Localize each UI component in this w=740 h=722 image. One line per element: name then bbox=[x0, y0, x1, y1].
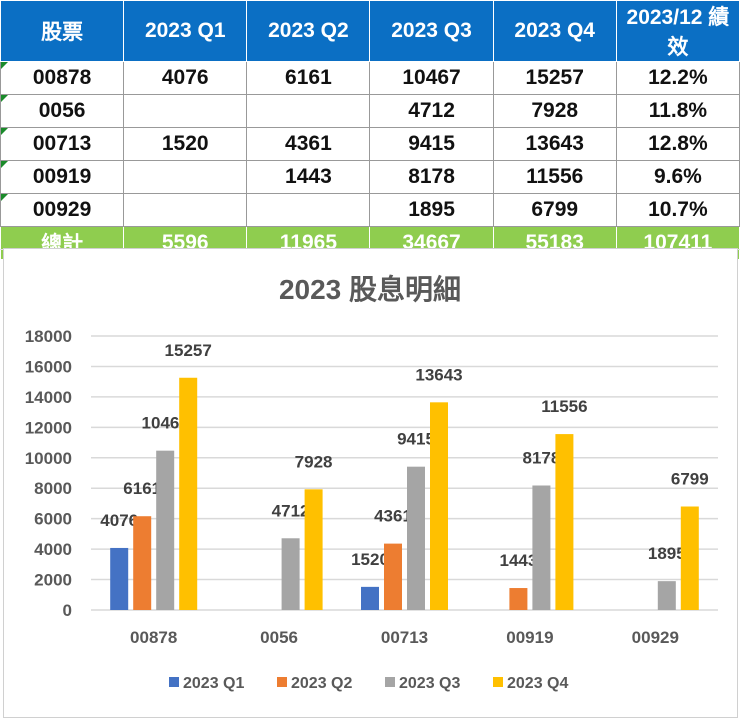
bar-2023-q4 bbox=[555, 434, 574, 610]
table-cell[interactable]: 12.8% bbox=[615, 127, 740, 161]
table-cell[interactable]: 11.8% bbox=[615, 94, 740, 128]
table-cell[interactable]: 6799 bbox=[492, 193, 617, 227]
column-header[interactable]: 股票 bbox=[0, 0, 125, 62]
table-cell[interactable] bbox=[123, 193, 248, 227]
bar-2023-q4 bbox=[304, 489, 323, 610]
bar-2023-q1 bbox=[110, 547, 129, 610]
x-tick-label: 00919 bbox=[506, 628, 553, 647]
bar-2023-q2 bbox=[384, 543, 402, 610]
data-label: 4712 bbox=[272, 501, 310, 520]
legend-label: 2023 Q4 bbox=[507, 675, 568, 692]
bar-2023-q2 bbox=[509, 588, 528, 610]
data-label: 9415 bbox=[397, 430, 435, 449]
table-row: 0056 4712 7928 11.8% bbox=[0, 94, 740, 128]
bar-2023-q4 bbox=[179, 377, 198, 610]
column-header[interactable]: 2023/12 績效 bbox=[615, 0, 740, 62]
data-label: 4361 bbox=[374, 507, 412, 526]
table-cell[interactable]: 00919 bbox=[0, 160, 125, 194]
x-tick-label: 00878 bbox=[130, 628, 177, 647]
bar-2023-q4 bbox=[680, 506, 699, 610]
data-label: 13643 bbox=[415, 365, 462, 384]
legend-swatch bbox=[277, 677, 287, 687]
table-cell[interactable]: 00929 bbox=[0, 193, 125, 227]
data-label: 8178 bbox=[522, 449, 560, 468]
bar-2023-q3 bbox=[532, 485, 551, 610]
bar-2023-q4 bbox=[430, 402, 448, 610]
table-cell[interactable]: 13643 bbox=[492, 127, 617, 161]
table-cell[interactable]: 7928 bbox=[492, 94, 617, 128]
y-tick-label: 10000 bbox=[25, 449, 72, 468]
column-header[interactable]: 2023 Q2 bbox=[246, 0, 371, 62]
table-row: 00919 1443 8178 11556 9.6% bbox=[0, 160, 740, 194]
table-cell[interactable]: 9.6% bbox=[615, 160, 740, 194]
column-header[interactable]: 2023 Q3 bbox=[369, 0, 494, 62]
column-header[interactable]: 2023 Q4 bbox=[492, 0, 617, 62]
y-tick-label: 16000 bbox=[25, 357, 72, 376]
table-cell[interactable] bbox=[246, 193, 371, 227]
legend-label: 2023 Q2 bbox=[291, 675, 352, 692]
table-row: 00713 1520 4361 9415 13643 12.8% bbox=[0, 127, 740, 161]
chart-title: 2023 股息明細 bbox=[279, 273, 461, 305]
table-cell[interactable]: 1895 bbox=[369, 193, 494, 227]
data-label: 15257 bbox=[165, 341, 212, 360]
data-label: 6161 bbox=[123, 479, 161, 498]
table-cell[interactable]: 9415 bbox=[369, 127, 494, 161]
table-cell[interactable]: 8178 bbox=[369, 160, 494, 194]
legend-swatch bbox=[493, 677, 503, 687]
table-cell[interactable]: 11556 bbox=[492, 160, 617, 194]
bar-2023-q3 bbox=[156, 450, 175, 610]
table-row: 00929 1895 6799 10.7% bbox=[0, 193, 740, 227]
y-tick-label: 4000 bbox=[34, 540, 72, 559]
table-cell[interactable]: 4361 bbox=[246, 127, 371, 161]
empty-sheet-row bbox=[0, 229, 740, 250]
data-label: 10467 bbox=[142, 414, 189, 433]
legend-label: 2023 Q3 bbox=[399, 675, 460, 692]
y-tick-label: 12000 bbox=[25, 418, 72, 437]
table-cell[interactable] bbox=[123, 94, 248, 128]
table-cell[interactable]: 4076 bbox=[123, 61, 248, 95]
legend-label: 2023 Q1 bbox=[183, 675, 244, 692]
data-label: 1895 bbox=[648, 544, 686, 563]
y-tick-label: 6000 bbox=[34, 510, 72, 529]
data-label: 1520 bbox=[351, 550, 389, 569]
y-tick-label: 14000 bbox=[25, 388, 72, 407]
data-label: 6799 bbox=[671, 470, 709, 489]
table-cell[interactable]: 1443 bbox=[246, 160, 371, 194]
table-cell[interactable]: 10.7% bbox=[615, 193, 740, 227]
table-cell[interactable]: 0056 bbox=[0, 94, 125, 128]
x-tick-label: 00713 bbox=[381, 628, 428, 647]
table-cell[interactable]: 00713 bbox=[0, 127, 125, 161]
y-tick-label: 18000 bbox=[25, 327, 72, 346]
table-cell[interactable]: 00878 bbox=[0, 61, 125, 95]
column-header[interactable]: 2023 Q1 bbox=[123, 0, 248, 62]
bar-2023-q3 bbox=[281, 538, 300, 610]
legend-swatch bbox=[169, 677, 179, 687]
table-cell[interactable]: 10467 bbox=[369, 61, 494, 95]
bar-2023-q2 bbox=[133, 516, 152, 610]
y-tick-label: 2000 bbox=[34, 571, 72, 590]
data-label: 11556 bbox=[541, 397, 587, 416]
y-tick-label: 8000 bbox=[34, 479, 72, 498]
table-cell[interactable]: 6161 bbox=[246, 61, 371, 95]
data-label: 1443 bbox=[499, 551, 537, 570]
bar-2023-q3 bbox=[657, 581, 676, 610]
table-cell[interactable] bbox=[123, 160, 248, 194]
bar-2023-q1 bbox=[361, 586, 379, 610]
bar-2023-q3 bbox=[407, 466, 425, 610]
data-label: 7928 bbox=[295, 452, 333, 471]
data-label: 4076 bbox=[100, 511, 138, 530]
x-tick-label: 00929 bbox=[632, 628, 679, 647]
x-tick-label: 0056 bbox=[260, 628, 298, 647]
dividend-chart[interactable]: 2023 股息明細 0 2000 4000 6000 8000 10000 12000 1400… bbox=[3, 248, 738, 718]
table-cell[interactable]: 4712 bbox=[369, 94, 494, 128]
table-row: 00878 4076 6161 10467 15257 12.2% bbox=[0, 61, 740, 95]
table-cell[interactable]: 1520 bbox=[123, 127, 248, 161]
dividend-table: 股票 2023 Q1 2023 Q2 2023 Q3 2023 Q4 2023/12 績效… bbox=[0, 0, 740, 260]
table-cell[interactable]: 12.2% bbox=[615, 61, 740, 95]
legend-swatch bbox=[385, 677, 395, 687]
y-tick-label: 0 bbox=[63, 601, 72, 620]
table-cell[interactable]: 15257 bbox=[492, 61, 617, 95]
table-cell[interactable] bbox=[246, 94, 371, 128]
